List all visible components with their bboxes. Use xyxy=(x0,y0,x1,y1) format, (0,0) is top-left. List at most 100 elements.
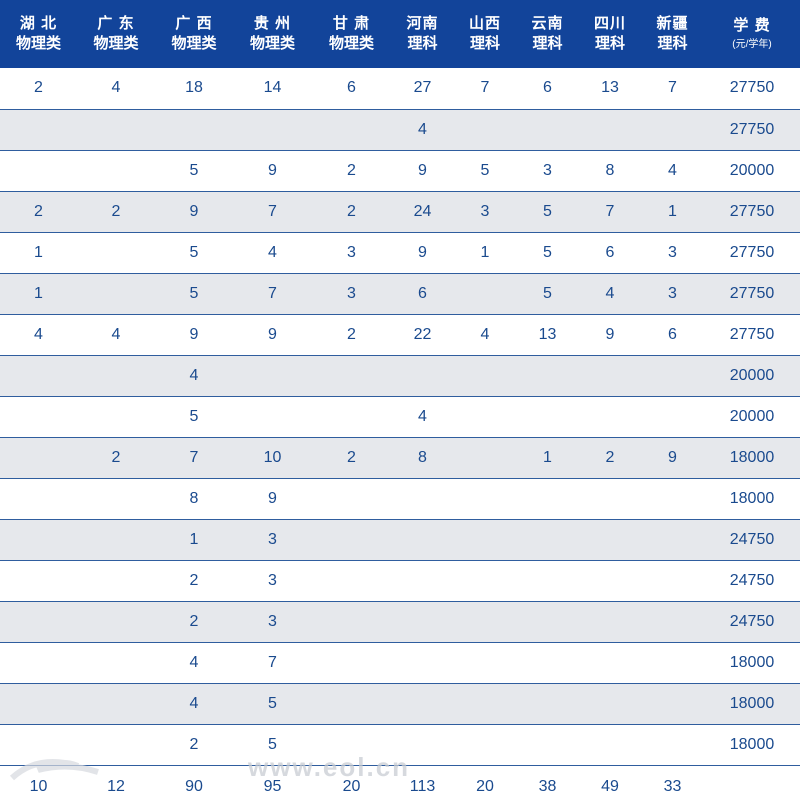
total-cell xyxy=(704,765,800,808)
tuition-cell: 27750 xyxy=(704,68,800,110)
quota-cell: 3 xyxy=(233,601,312,643)
column-header-line2: 理科 xyxy=(594,35,625,52)
column-header-line1: 湖 北 xyxy=(19,15,58,32)
column-header-line2: 理科 xyxy=(532,35,563,52)
column-header-2: 广 西物理类 xyxy=(155,0,233,68)
column-header-4: 甘 肃物理类 xyxy=(312,0,391,68)
quota-cell xyxy=(312,560,391,602)
tuition-cell: 27750 xyxy=(704,314,800,356)
tuition-cell: 27750 xyxy=(704,191,800,233)
total-cell: 20 xyxy=(342,777,361,795)
table-row: 1 5 7 3 6 5 4 3 27750 xyxy=(0,273,800,315)
quota-cell xyxy=(0,560,77,602)
quota-cell: 5 xyxy=(155,396,233,438)
quota-cell: 22 xyxy=(391,314,454,356)
quota-cell xyxy=(77,478,155,520)
table-row: 1 5 4 3 9 1 5 6 3 27750 xyxy=(0,232,800,274)
quota-cell: 5 xyxy=(233,724,312,766)
quota-cell: 1 xyxy=(516,437,579,479)
total-cell: 49 xyxy=(601,777,619,795)
quota-cell xyxy=(0,478,77,520)
column-header-line2: 物理类 xyxy=(328,35,374,52)
quota-cell: 14 xyxy=(233,68,312,110)
quota-cell: 7 xyxy=(579,191,641,233)
quota-cell xyxy=(77,150,155,192)
quota-cell: 4 xyxy=(155,355,233,397)
total-cell: 95 xyxy=(263,777,282,795)
quota-cell: 18 xyxy=(155,68,233,110)
quota-cell xyxy=(77,601,155,643)
tuition-cell: 20000 xyxy=(704,396,800,438)
quota-cell: 1 xyxy=(454,232,516,274)
quota-cell: 2 xyxy=(0,191,77,233)
quota-cell xyxy=(312,601,391,643)
quota-cell: 4 xyxy=(77,68,155,110)
tuition-cell: 18000 xyxy=(704,642,800,684)
table-row: 5 9 2 9 5 3 8 4 20000 xyxy=(0,150,800,192)
quota-cell xyxy=(77,232,155,274)
table-row: 4 5 18000 xyxy=(0,683,800,725)
column-header-line1: 广 东 xyxy=(97,15,135,32)
quota-cell xyxy=(641,601,704,643)
column-header-line1: 广 西 xyxy=(175,15,213,32)
quota-cell: 9 xyxy=(155,191,233,233)
quota-cell: 8 xyxy=(579,150,641,192)
quota-cell xyxy=(454,683,516,725)
quota-cell: 2 xyxy=(312,150,391,192)
column-header-5: 河南 理科 xyxy=(391,0,454,68)
quota-cell: 5 xyxy=(155,150,233,192)
quota-cell xyxy=(77,560,155,602)
quota-cell xyxy=(579,683,641,725)
quota-cell: 6 xyxy=(579,232,641,274)
quota-cell: 5 xyxy=(454,150,516,192)
table-row: 4 27750 xyxy=(0,109,800,151)
quota-cell xyxy=(0,150,77,192)
quota-cell xyxy=(516,601,579,643)
quota-cell: 2 xyxy=(0,68,77,110)
quota-cell xyxy=(641,642,704,684)
quota-cell: 2 xyxy=(579,437,641,479)
tuition-cell: 24750 xyxy=(704,601,800,643)
tuition-cell: 24750 xyxy=(704,560,800,602)
column-header-line2: 物理类 xyxy=(249,35,295,52)
total-cell: 38 xyxy=(538,777,557,795)
column-header-line1: 云南 xyxy=(531,15,564,32)
quota-cell xyxy=(77,642,155,684)
quota-cell: 3 xyxy=(641,232,704,274)
quota-cell xyxy=(0,724,77,766)
quota-cell: 3 xyxy=(516,150,579,192)
quota-cell: 13 xyxy=(516,314,579,356)
quota-cell xyxy=(312,642,391,684)
quota-cell: 1 xyxy=(0,232,77,274)
quota-cell: 5 xyxy=(516,191,579,233)
quota-cell xyxy=(641,396,704,438)
quota-cell: 7 xyxy=(233,191,312,233)
quota-cell xyxy=(77,396,155,438)
quota-cell: 2 xyxy=(312,437,391,479)
quota-cell xyxy=(391,642,454,684)
quota-cell: 6 xyxy=(312,68,391,110)
quota-cell: 5 xyxy=(233,683,312,725)
quota-cell xyxy=(516,396,579,438)
quota-cell xyxy=(0,683,77,725)
quota-cell xyxy=(77,683,155,725)
quota-cell xyxy=(454,642,516,684)
quota-cell xyxy=(0,642,77,684)
quota-cell: 9 xyxy=(155,314,233,356)
column-header-3: 贵 州物理类 xyxy=(233,0,312,68)
column-header-line2: 理科 xyxy=(657,35,688,52)
column-header-line1: 贵 州 xyxy=(253,15,292,32)
quota-cell xyxy=(233,396,312,438)
quota-cell xyxy=(391,724,454,766)
quota-cell: 4 xyxy=(391,396,454,438)
quota-cell xyxy=(312,724,391,766)
column-header-6: 山西 理科 xyxy=(454,0,516,68)
quota-cell: 7 xyxy=(155,437,233,479)
quota-cell xyxy=(233,355,312,397)
quota-cell xyxy=(454,478,516,520)
quota-cell xyxy=(516,109,579,151)
table-row: 5 4 20000 xyxy=(0,396,800,438)
quota-cell: 7 xyxy=(233,642,312,684)
quota-cell xyxy=(579,109,641,151)
